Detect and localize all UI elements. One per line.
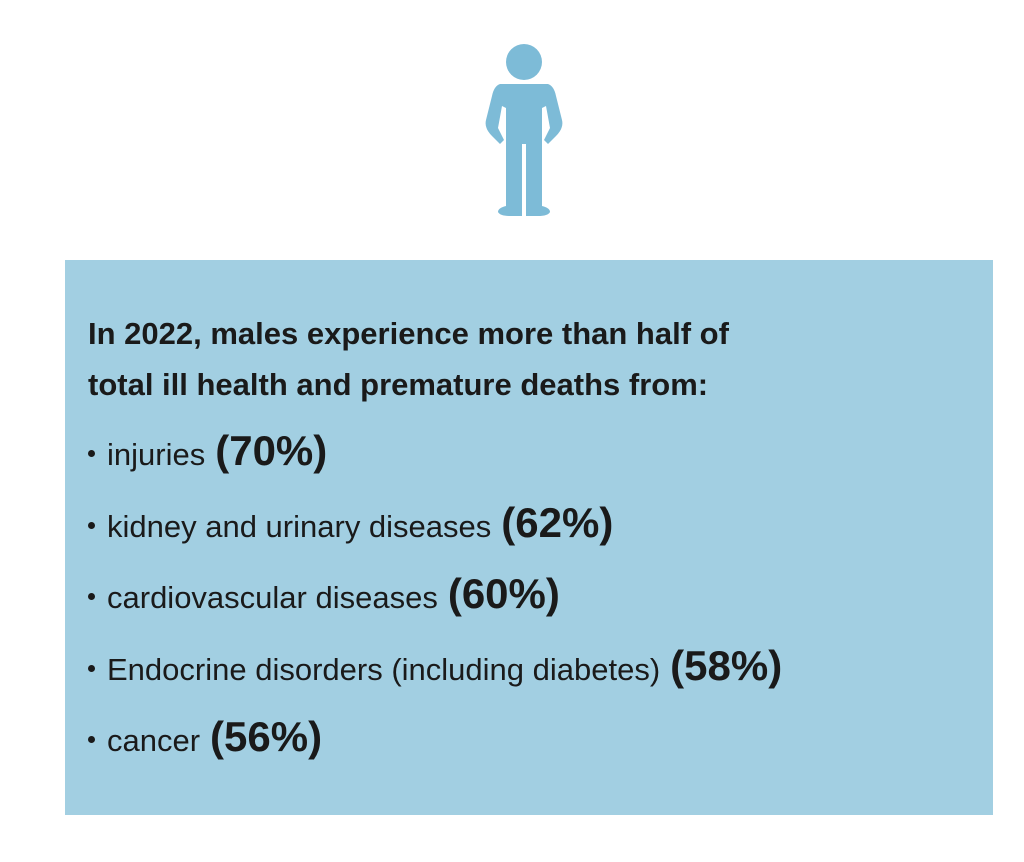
item-label: Endocrine disorders (including diabetes) bbox=[107, 651, 661, 687]
list-item: cancer (56%) bbox=[88, 716, 322, 758]
item-value: (56%) bbox=[210, 713, 323, 760]
list-item: injuries (70%) bbox=[88, 430, 327, 472]
item-label: injuries bbox=[107, 437, 206, 472]
bullet bbox=[88, 521, 95, 529]
item-value: (58%) bbox=[670, 641, 783, 689]
bullet bbox=[88, 450, 95, 457]
person-icon bbox=[485, 44, 563, 216]
bullet bbox=[88, 664, 95, 672]
list-item: kidney and urinary diseases (62%) bbox=[88, 498, 614, 546]
bullet bbox=[88, 736, 95, 743]
list-item: Endocrine disorders (including diabetes)… bbox=[88, 641, 783, 689]
info-box: In 2022, males experience more than half… bbox=[65, 260, 993, 815]
item-label: kidney and urinary diseases bbox=[107, 508, 492, 544]
heading-line: total ill health and premature deaths fr… bbox=[88, 367, 709, 402]
item-value: (70%) bbox=[215, 427, 328, 474]
heading-line: In 2022, males experience more than half… bbox=[88, 316, 729, 351]
bullet bbox=[88, 593, 95, 600]
item-label: cancer bbox=[107, 723, 201, 758]
item-value: (62%) bbox=[501, 498, 614, 546]
item-label: cardiovascular diseases bbox=[107, 580, 438, 615]
list-item: cardiovascular diseases (60%) bbox=[88, 573, 560, 615]
item-value: (60%) bbox=[447, 570, 560, 617]
